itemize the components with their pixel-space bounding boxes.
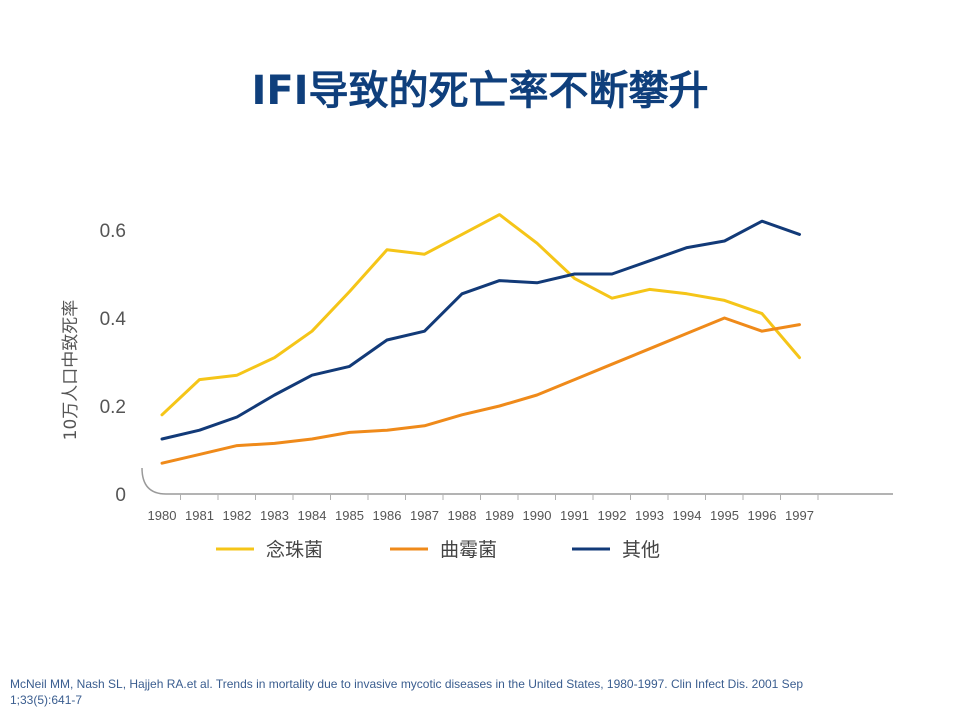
y-tick-label: 0 xyxy=(115,485,126,506)
x-tick-label: 1993 xyxy=(635,508,664,523)
x-tick-label: 1986 xyxy=(373,508,402,523)
x-tick-label: 1988 xyxy=(448,508,477,523)
x-tick-label: 1980 xyxy=(148,508,177,523)
x-tick-label: 1987 xyxy=(410,508,439,523)
x-tick-label: 1982 xyxy=(223,508,252,523)
x-tick-label: 1983 xyxy=(260,508,289,523)
x-tick-label: 1984 xyxy=(298,508,327,523)
x-tick-label: 1989 xyxy=(485,508,514,523)
y-tick-label: 0.4 xyxy=(100,309,127,330)
x-tick-label: 1985 xyxy=(335,508,364,523)
x-tick-label: 1991 xyxy=(560,508,589,523)
page-title: IFI导致的死亡率不断攀升 xyxy=(251,68,709,114)
y-tick-label: 0.6 xyxy=(100,221,126,242)
legend-label: 其他 xyxy=(622,539,660,561)
series-line-2 xyxy=(160,219,801,441)
legend: 念珠菌 曲霉菌 其他 xyxy=(216,538,660,561)
x-tick-label: 1981 xyxy=(185,508,214,523)
x-tick-label: 1994 xyxy=(673,508,702,523)
x-tick-label: 1992 xyxy=(598,508,627,523)
y-axis-ticks: 0 0.2 0.4 0.6 xyxy=(100,221,127,506)
series-line-1 xyxy=(160,316,801,465)
citation: McNeil MM, Nash SL, Hajjeh RA.et al. Tre… xyxy=(10,677,804,707)
x-tick-label: 1995 xyxy=(710,508,739,523)
axis-line xyxy=(141,467,893,495)
legend-label: 念珠菌 xyxy=(266,538,323,561)
series-line-0 xyxy=(160,213,801,417)
y-axis-label: 10万人口中致死率 xyxy=(61,300,81,441)
legend-label: 曲霉菌 xyxy=(440,539,497,561)
y-tick-label: 0.2 xyxy=(100,397,126,418)
series-lines xyxy=(160,213,801,465)
x-tick-label: 1990 xyxy=(523,508,552,523)
x-axis-ticks: 1980 1981 1982 1983 1984 1985 1986 1987 1988 1989… xyxy=(148,494,819,523)
x-tick-label: 1997 xyxy=(785,508,814,523)
x-tick-label: 1996 xyxy=(748,508,777,523)
